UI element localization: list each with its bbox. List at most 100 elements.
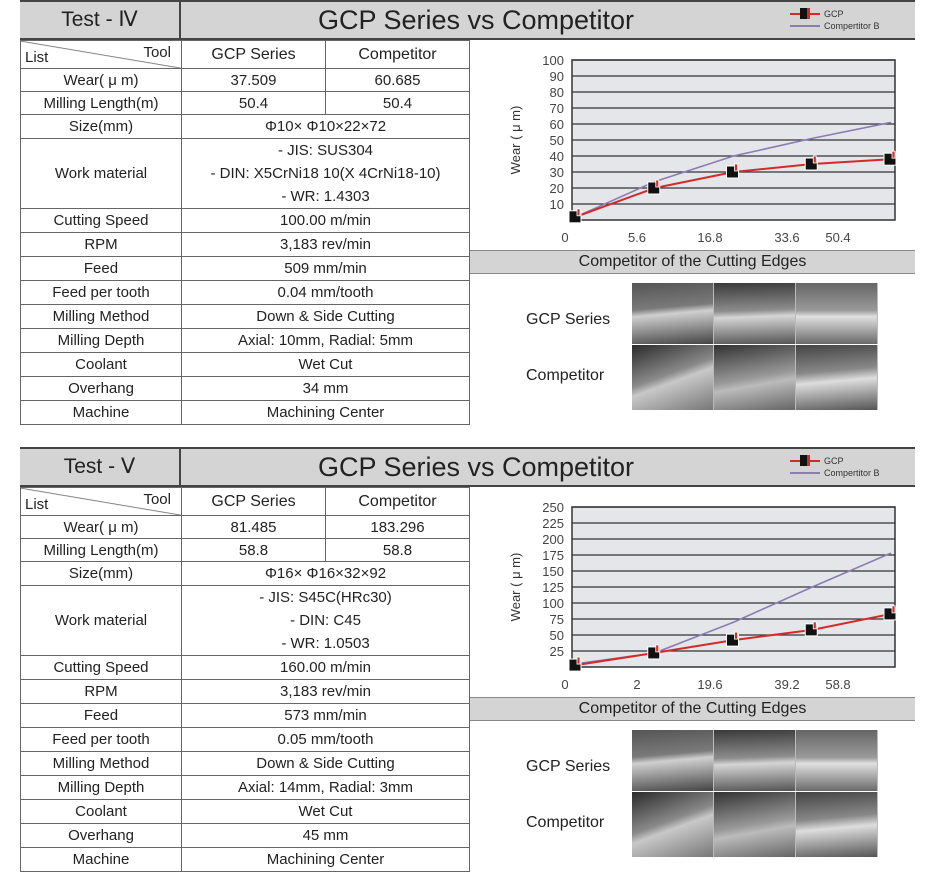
row-label: Machine xyxy=(20,400,182,425)
gcp-photo-label: GCP Series xyxy=(526,311,611,328)
table-header-row: List Tool GCP Series Competitor xyxy=(20,40,470,69)
gcp-data-point xyxy=(726,631,739,647)
gcp-value: 50.4 xyxy=(181,91,326,115)
edge-photo-segment xyxy=(714,345,796,410)
legend-competitor: Compertitor B xyxy=(790,20,880,32)
cutting-edges-title: Competitor of the Cutting Edges xyxy=(470,697,915,721)
gcp-value: 37.509 xyxy=(181,68,326,92)
value-line: - DIN: C45 xyxy=(290,612,361,629)
legend-gcp-label: GCP xyxy=(824,456,844,466)
table-row: Cutting Speed 100.00 m/min xyxy=(20,208,470,233)
table-row: Wear( μ m) 81.485 183.296 xyxy=(20,515,470,539)
value-line: 573 mm/min xyxy=(284,707,367,724)
row-label: Feed per tooth xyxy=(20,280,182,305)
gcp-data-point xyxy=(883,605,897,621)
chart-panel: 25 50 75 100 125 150 175 200 225 250 0 2 19.6 39.2 58.… xyxy=(470,487,915,862)
value-line: - JIS: SUS304 xyxy=(277,142,374,159)
chart-panel: 10 20 30 40 50 60 70 80 90 100 0 5.6 16.8 33.6 50.4 Wea… xyxy=(470,40,915,415)
marker-tick xyxy=(576,208,581,217)
corner-diagonal: List Tool xyxy=(21,488,181,515)
y-tick-label: 200 xyxy=(542,532,564,547)
edge-photo-segment xyxy=(632,792,714,857)
legend-gcp: GCP xyxy=(790,455,880,467)
edge-photo-segment xyxy=(796,345,878,410)
y-axis-label: Wear ( μ m) xyxy=(508,553,523,622)
value-line: 100.00 m/min xyxy=(280,212,371,229)
value-line: 0.04 mm/tooth xyxy=(277,284,374,301)
y-tick-label: 175 xyxy=(542,548,564,563)
test-section: Test - Ⅴ GCP Series vs Competitor GCP Compe… xyxy=(20,447,915,872)
value-line: Wet Cut xyxy=(298,356,353,373)
spec-table: List Tool GCP Series Competitor Wear( μ m) 37… xyxy=(20,40,470,425)
table-row: Overhang 34 mm xyxy=(20,376,470,401)
y-tick-label: 40 xyxy=(550,149,564,164)
chart-legend: GCP Compertitor B xyxy=(790,8,880,32)
competitor-value: 50.4 xyxy=(325,91,470,115)
list-tool-corner: List Tool xyxy=(20,40,182,69)
marker-tick xyxy=(734,631,738,640)
value-line: Axial: 10mm, Radial: 5mm xyxy=(237,332,414,349)
y-tick-label: 70 xyxy=(550,101,564,116)
legend-gcp-label: GCP xyxy=(824,9,844,19)
table-row: Coolant Wet Cut xyxy=(20,352,470,377)
table-row: Milling Length(m) 58.8 58.8 xyxy=(20,538,470,562)
competitor-line-icon xyxy=(790,472,820,474)
row-label: Cutting Speed xyxy=(20,655,182,680)
merged-value: 3,183 rev/min xyxy=(181,232,470,257)
merged-value: Machining Center xyxy=(181,400,470,425)
y-tick-label: 250 xyxy=(542,500,564,515)
value-line: Down & Side Cutting xyxy=(256,308,395,325)
y-tick-label: 50 xyxy=(550,628,564,643)
competitor-photo-label: Competitor xyxy=(526,814,605,831)
value-line: - WR: 1.4303 xyxy=(281,188,370,205)
value-line: Down & Side Cutting xyxy=(256,755,395,772)
table-row: Coolant Wet Cut xyxy=(20,799,470,824)
x-tick-label: 19.6 xyxy=(697,677,722,692)
gcp-data-point xyxy=(804,621,818,637)
gcp-data-point xyxy=(568,656,582,672)
table-row: Feed per tooth 0.04 mm/tooth xyxy=(20,280,470,305)
table-row: RPM 3,183 rev/min xyxy=(20,679,470,704)
y-axis-label: Wear ( μ m) xyxy=(508,106,523,175)
corner-list: List xyxy=(25,49,49,66)
y-tick-label: 125 xyxy=(542,580,564,595)
y-tick-label: 30 xyxy=(550,165,564,180)
merged-value: 0.05 mm/tooth xyxy=(181,727,470,752)
section-header: Test - Ⅳ GCP Series vs Competitor GCP Compe… xyxy=(20,0,915,40)
table-row: Wear( μ m) 37.509 60.685 xyxy=(20,68,470,92)
value-line: 34 mm xyxy=(302,380,349,397)
merged-value: Down & Side Cutting xyxy=(181,304,470,329)
competitor-value: 183.296 xyxy=(325,515,470,539)
merged-value: - JIS: SUS304 - DIN: X5CrNi18 10(X 4CrNi1… xyxy=(181,138,470,209)
row-label: Feed xyxy=(20,256,182,281)
row-label: Wear( μ m) xyxy=(20,68,182,92)
row-label: Work material xyxy=(20,585,182,656)
edge-photo-segment xyxy=(796,730,878,791)
row-label: Cutting Speed xyxy=(20,208,182,233)
gcp-marker-icon xyxy=(790,8,820,19)
row-label: Milling Depth xyxy=(20,328,182,353)
table-row: Machine Machining Center xyxy=(20,400,470,425)
merged-value: 573 mm/min xyxy=(181,703,470,728)
gcp-data-point xyxy=(883,150,897,166)
value-line: Wet Cut xyxy=(298,803,353,820)
legend-competitor-label: Compertitor B xyxy=(824,468,880,478)
merged-value: 160.00 m/min xyxy=(181,655,470,680)
value-line: 3,183 rev/min xyxy=(280,236,371,253)
edge-photo-segment xyxy=(632,283,714,344)
gcp-data-point xyxy=(647,644,661,660)
competitor-value: 58.8 xyxy=(325,538,470,562)
legend-gcp: GCP xyxy=(790,8,880,20)
value-line: - JIS: S45C(HRc30) xyxy=(259,589,392,606)
gcp-data-point xyxy=(804,155,818,171)
marker-square xyxy=(800,8,810,19)
gcp-edge-photo xyxy=(632,283,878,344)
value-line: 160.00 m/min xyxy=(280,659,371,676)
gcp-data-point xyxy=(726,163,739,179)
value-line: Machining Center xyxy=(266,851,385,868)
edge-photo-segment xyxy=(714,730,796,791)
merged-value: - JIS: S45C(HRc30) - DIN: C45 - WR: 1.0503 xyxy=(181,585,470,656)
row-label: Milling Depth xyxy=(20,775,182,800)
row-label: Overhang xyxy=(20,376,182,401)
x-tick-label: 5.6 xyxy=(628,230,646,245)
